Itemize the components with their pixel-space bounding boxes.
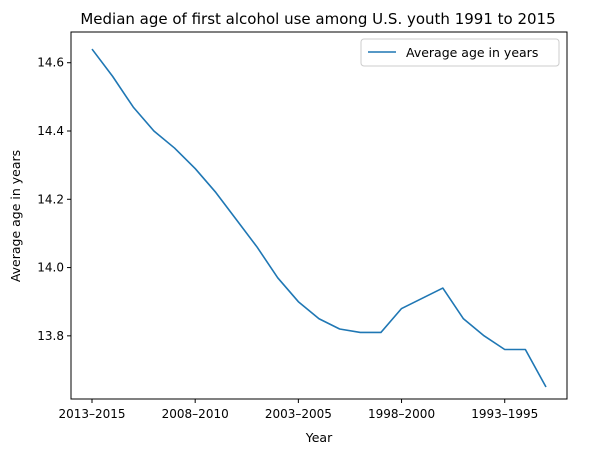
x-tick-label: 2013–2015	[58, 407, 125, 421]
y-tick-label: 14.6	[37, 56, 64, 70]
chart-title: Median age of first alcohol use among U.…	[80, 10, 555, 28]
legend-entry-label: Average age in years	[406, 45, 538, 60]
y-tick-label: 14.4	[37, 124, 64, 138]
series-line-average-age	[91, 48, 547, 388]
legend: Average age in years	[360, 38, 560, 67]
y-axis-label: Average age in years	[8, 150, 23, 282]
x-tick-label: 2003–2005	[265, 407, 332, 421]
y-axis: 13.8 14.0 14.2 14.4 14.6	[37, 56, 71, 343]
x-tick-label: 2008–2010	[162, 407, 229, 421]
y-tick-label: 13.8	[37, 329, 64, 343]
y-tick-label: 14.0	[37, 261, 64, 275]
legend-box	[360, 38, 560, 67]
x-axis-label: Year	[305, 430, 333, 445]
x-axis: 2013–2015 2008–2010 2003–2005 1998–2000 1993…	[58, 399, 538, 421]
x-tick-label: 1993–1995	[471, 407, 538, 421]
y-tick-label: 14.2	[37, 192, 64, 206]
x-tick-label: 1998–2000	[368, 407, 435, 421]
plot-frame	[70, 31, 568, 400]
